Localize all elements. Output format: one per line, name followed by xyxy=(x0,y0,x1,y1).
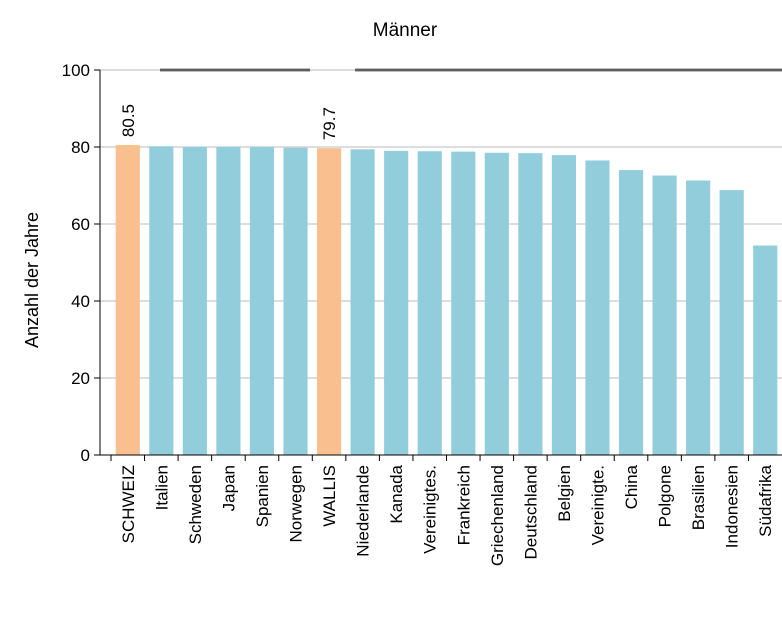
bar xyxy=(417,151,442,456)
bar xyxy=(686,180,711,455)
bar xyxy=(350,149,375,455)
x-tick-label: Japan xyxy=(219,465,238,511)
x-tick-label: Griechenland xyxy=(488,465,507,566)
x-tick-label: Norwegen xyxy=(287,465,306,543)
bar xyxy=(551,155,577,455)
x-tick-label: SCHWEIZ xyxy=(119,465,138,543)
bar xyxy=(518,153,543,455)
bar xyxy=(451,151,476,455)
x-tick-label: Vereinigtes. xyxy=(421,465,440,554)
y-tick-label: 20 xyxy=(71,369,90,388)
value-label: 80.5 xyxy=(119,104,138,137)
x-tick-label: WALLIS xyxy=(320,465,339,527)
y-tick-label: 40 xyxy=(71,292,90,311)
x-tick-label: Brasilien xyxy=(689,465,708,530)
value-label: 79.7 xyxy=(320,107,339,140)
bar xyxy=(115,145,140,455)
bar xyxy=(384,150,409,455)
x-tick-label: Niederlande xyxy=(354,465,373,557)
bar xyxy=(753,245,778,455)
bar xyxy=(149,146,174,456)
x-tick-label: China xyxy=(622,464,641,509)
x-tick-label: Frankreich xyxy=(454,465,473,545)
bar xyxy=(652,175,677,456)
x-tick-label: Italien xyxy=(152,465,171,510)
bar xyxy=(484,152,509,455)
bar xyxy=(216,147,241,455)
y-tick-label: 60 xyxy=(71,215,90,234)
x-tick-label: Spanien xyxy=(253,465,272,527)
y-tick-label: 80 xyxy=(71,138,90,157)
x-tick-label: Kanada xyxy=(387,464,406,523)
y-axis-label: Anzahl der Jahre xyxy=(22,212,42,348)
bar xyxy=(249,147,275,455)
bar xyxy=(316,148,342,455)
x-tick-label: Indonesien xyxy=(723,465,742,548)
bar xyxy=(182,146,207,456)
bar xyxy=(585,160,610,455)
x-tick-label: Vereinigte. xyxy=(588,465,607,545)
chart-title: Männer xyxy=(373,20,438,41)
x-tick-label: Polgone xyxy=(656,465,675,527)
y-tick-label: 100 xyxy=(62,61,90,80)
bar xyxy=(618,170,644,455)
bar xyxy=(719,190,744,455)
bar xyxy=(283,147,308,455)
x-tick-label: Belgien xyxy=(555,465,574,522)
x-tick-label: Südafrika xyxy=(756,464,775,536)
x-tick-label: Schweden xyxy=(186,465,205,544)
x-tick-label: Deutschland xyxy=(521,465,540,560)
y-tick-label: 0 xyxy=(81,446,90,465)
